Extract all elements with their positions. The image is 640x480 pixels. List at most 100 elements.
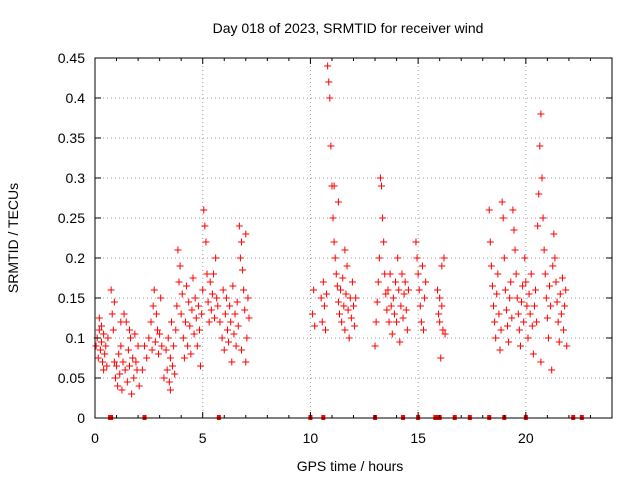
data-point [350,302,357,310]
data-point [515,326,523,334]
x-tick-label: 5 [199,430,207,446]
data-point [436,294,444,302]
data-point [149,302,157,310]
data-point [343,262,351,270]
data-point [378,182,386,190]
data-point [311,322,319,330]
data-point [128,390,136,398]
data-point [124,346,132,354]
data-point [331,254,339,262]
data-point [512,270,520,278]
data-point [165,378,173,386]
y-tick-label: 0.1 [66,330,86,346]
data-point [524,334,532,342]
data-point [404,286,412,294]
data-point [232,342,240,350]
data-point [543,314,551,322]
data-point [421,294,429,302]
y-axis-label: SRMTID / TECUs [5,183,21,293]
data-point [148,346,156,354]
y-tick-label: 0.25 [58,210,85,226]
data-point [172,326,180,334]
data-point [95,314,103,322]
data-point [373,298,381,306]
data-point [120,310,128,318]
y-tick-labels: 0 0.05 0.1 0.15 0.2 0.25 0.3 0.35 0.4 0.45 [58,50,85,426]
data-point [560,326,568,334]
data-point [152,310,160,318]
data-point [157,294,165,302]
data-point [501,286,509,294]
y-tick-label: 0.45 [58,50,85,66]
data-point [385,318,393,326]
data-point [225,338,233,346]
data-point [234,322,242,330]
data-point [103,362,111,370]
data-point [413,254,421,262]
data-point [390,310,398,318]
data-point [496,346,504,354]
data-point [372,318,380,326]
data-point [191,294,199,302]
y-tick-label: 0.05 [58,370,85,386]
data-point [371,342,379,350]
data-point [123,378,131,386]
data-point [330,238,338,246]
data-point [178,290,186,298]
data-point [216,318,224,326]
data-point [193,342,201,350]
data-point [212,254,220,262]
data-point [332,270,340,278]
data-point [158,342,166,350]
data-point [236,254,244,262]
data-point [309,310,317,318]
data-point [221,310,229,318]
data-point [167,318,175,326]
data-point [189,274,197,282]
data-point [492,334,500,342]
data-point [237,346,245,354]
data-point [550,230,558,238]
data-point [558,274,566,282]
data-point [533,318,541,326]
data-point [375,254,383,262]
y-tick-label: 0 [77,410,85,426]
data-point [552,278,560,286]
data-point [208,290,216,298]
data-point [228,358,236,366]
data-point [507,278,515,286]
data-point [379,214,387,222]
data-point [183,282,191,290]
data-point [150,286,158,294]
data-point [102,342,110,350]
data-point [436,318,444,326]
data-point [508,314,516,322]
data-point [502,306,510,314]
data-point [538,174,546,182]
data-point [116,370,124,378]
data-point [222,294,230,302]
data-point [530,302,538,310]
data-point [166,386,174,394]
data-point [488,282,496,290]
data-point [214,302,222,310]
data-point [418,262,426,270]
data-point [209,270,217,278]
data-point [389,294,397,302]
data-point [518,298,526,306]
x-axis-label: GPS time / hours [297,458,404,474]
data-point [438,262,446,270]
data-point [111,374,119,382]
data-point [317,294,325,302]
data-point [491,318,499,326]
data-point [393,318,401,326]
data-point [211,314,219,322]
data-point [94,354,102,362]
data-point [522,278,530,286]
data-point [396,338,404,346]
data-point [119,358,127,366]
data-point [339,274,347,282]
data-point [387,302,395,310]
data-point [547,302,555,310]
